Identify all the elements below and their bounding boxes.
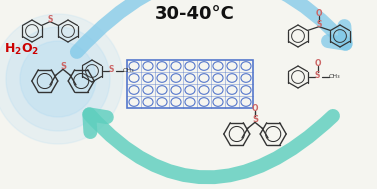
Bar — [127, 60, 253, 108]
Text: O: O — [252, 104, 258, 113]
Text: S: S — [47, 15, 53, 24]
Text: S: S — [316, 20, 322, 29]
Circle shape — [6, 27, 110, 131]
Text: S: S — [109, 64, 114, 74]
FancyArrowPatch shape — [77, 0, 346, 52]
Text: S: S — [315, 70, 320, 80]
Text: 30-40°C: 30-40°C — [155, 5, 235, 23]
Text: S: S — [252, 115, 258, 124]
Text: S: S — [60, 62, 66, 71]
FancyArrowPatch shape — [89, 114, 333, 177]
Text: $\mathbf{H_2O_2}$: $\mathbf{H_2O_2}$ — [5, 41, 40, 57]
Circle shape — [20, 41, 96, 117]
Text: O: O — [314, 59, 321, 68]
Text: CH₃: CH₃ — [122, 68, 134, 74]
Circle shape — [0, 14, 123, 144]
Text: O: O — [316, 9, 322, 18]
Text: CH₃: CH₃ — [328, 74, 340, 80]
